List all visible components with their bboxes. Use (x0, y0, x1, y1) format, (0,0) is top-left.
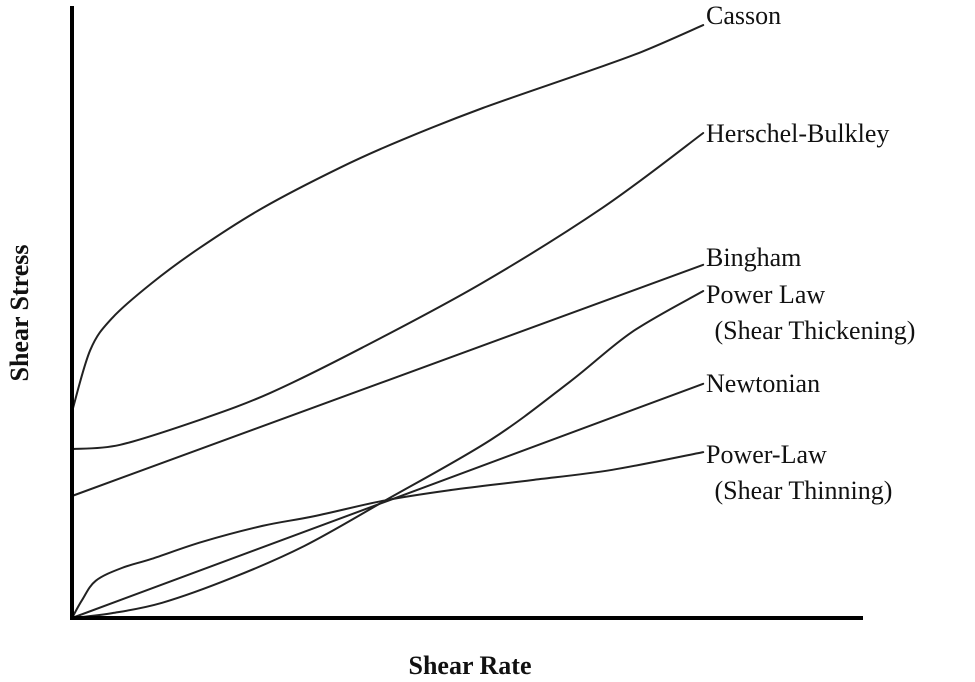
label-herschel-bulkley: Herschel-Bulkley (706, 119, 889, 148)
curve-power-law-shear-thickening (71, 290, 705, 619)
label-bingham: Bingham (706, 243, 801, 272)
label-casson: Casson (706, 1, 781, 30)
curve-bingham (71, 263, 705, 497)
curve-casson (71, 24, 705, 413)
curve-power-law-shear-thinning (71, 451, 705, 619)
curve-herschel-bulkley (71, 132, 705, 450)
label-newtonian: Newtonian (706, 369, 820, 398)
y-axis-title: Shear Stress (5, 245, 34, 382)
curve-labels-group: Casson Herschel-Bulkley Bingham Power Law (… (706, 1, 915, 505)
x-axis-title: Shear Rate (408, 651, 531, 680)
label-power-law-shear-thickening: Power Law (Shear Thickening) (706, 280, 915, 345)
curves-group (71, 24, 705, 619)
label-power-law-shear-thinning: Power-Law (Shear Thinning) (706, 440, 892, 505)
